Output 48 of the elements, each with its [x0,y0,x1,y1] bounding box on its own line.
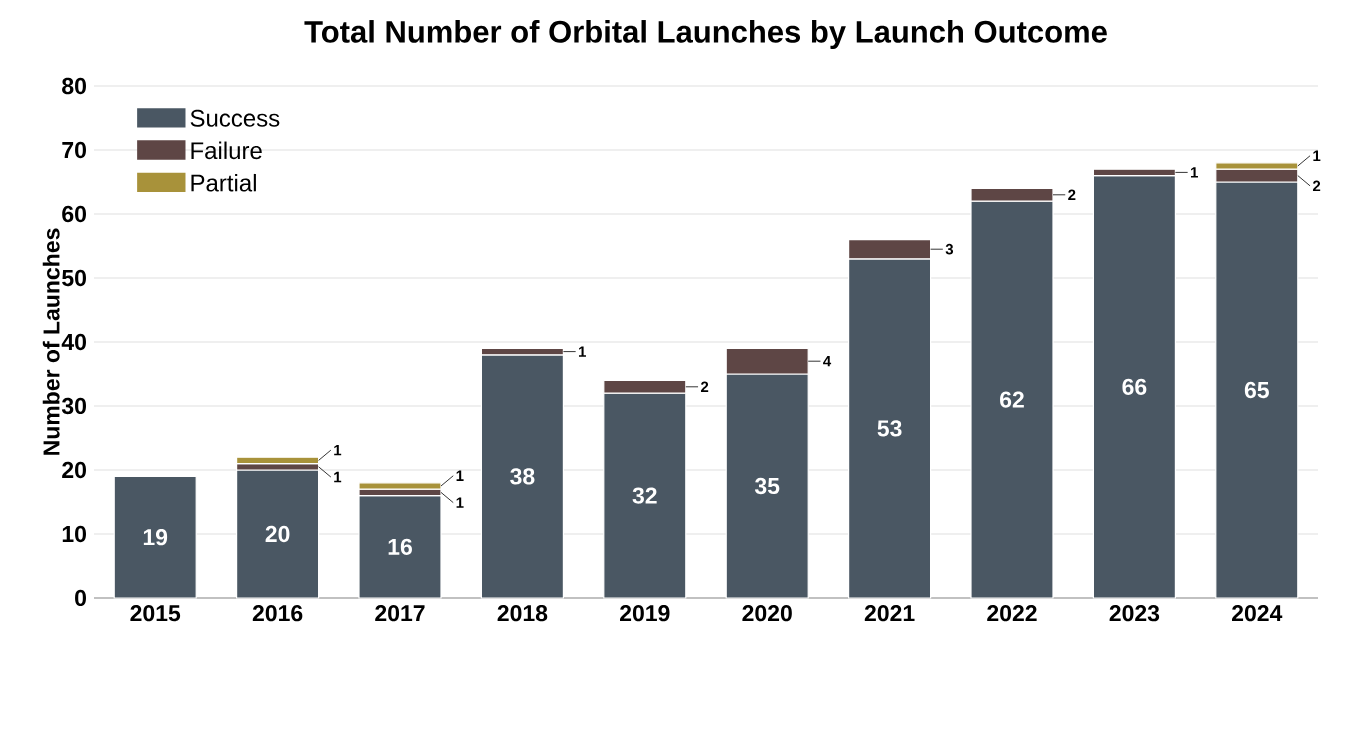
x-tick-label: 2017 [375,605,425,622]
data-label: 1 [1313,150,1321,161]
y-tick-label: 60 [62,205,86,223]
data-label: 19 [143,529,168,546]
data-label: 38 [510,468,535,485]
y-tick-label: 10 [62,525,86,543]
x-tick-label: 2016 [252,605,303,622]
data-label: 3 [945,243,954,255]
data-label: 1 [578,346,586,357]
x-tick-label: 2018 [497,605,548,622]
y-tick-label: 70 [62,141,86,159]
y-axis-title: Number of Launches [42,228,60,455]
x-tick-label: 2020 [742,605,792,622]
data-label: 62 [1000,391,1024,408]
data-label: 65 [1244,381,1269,399]
data-label: 20 [265,525,290,543]
legend-label: Success [190,109,280,127]
y-tick-label: 20 [62,461,86,479]
data-label: 2 [700,381,709,393]
chart-title: Total Number of Orbital Launches by Launch Outcome [304,20,1107,49]
data-label: 66 [1122,378,1147,395]
data-label: 32 [632,487,657,504]
data-label: 4 [823,356,832,367]
legend-label: Partial [191,173,256,192]
y-tick-label: 40 [61,333,86,351]
legend-label: Failure [191,141,262,160]
data-label: 1 [1190,167,1198,178]
data-label: 53 [877,420,902,437]
x-tick-label: 2023 [1109,605,1160,622]
data-label: 16 [388,538,412,555]
bar [358,494,442,599]
x-tick-label: 2019 [620,605,670,622]
y-tick-label: 30 [61,397,86,415]
data-label: 1 [334,471,342,483]
data-label: 1 [456,470,464,481]
x-tick-label: 2021 [864,605,915,622]
x-tick-label: 2024 [1232,605,1283,622]
data-label: 2 [1068,189,1076,201]
data-label: 2 [1312,180,1321,192]
x-tick-label: 2022 [987,605,1037,622]
data-label: 1 [456,497,464,508]
y-tick-label: 50 [62,269,86,287]
x-tick-label: 2015 [130,605,181,622]
data-label: 1 [334,444,342,456]
y-tick-label: 80 [62,77,86,95]
bar [113,475,197,599]
y-tick-label: 0 [75,589,86,607]
data-label: 35 [754,477,780,495]
